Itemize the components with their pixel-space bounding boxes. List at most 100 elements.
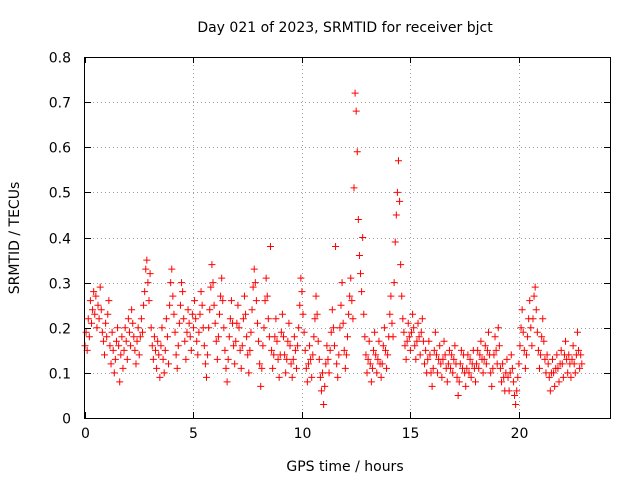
data-point-marker — [538, 333, 546, 341]
data-point-marker — [220, 324, 228, 332]
data-point-marker — [285, 319, 293, 327]
data-point-marker — [264, 315, 272, 323]
x-tick-label: 10 — [294, 426, 312, 442]
data-point-marker — [88, 319, 96, 327]
data-point-marker — [234, 301, 242, 309]
data-point-marker — [214, 333, 222, 341]
data-point-marker — [421, 360, 429, 368]
data-point-marker — [474, 346, 482, 354]
data-point-marker — [347, 274, 355, 282]
data-point-marker — [251, 279, 259, 287]
data-point-marker — [371, 328, 379, 336]
data-point-marker — [107, 360, 115, 368]
data-point-marker — [304, 360, 312, 368]
data-point-marker — [316, 373, 324, 381]
data-point-marker — [411, 342, 419, 350]
data-point-marker — [557, 346, 565, 354]
data-point-marker — [125, 328, 133, 336]
y-axis-label: SRMTID / TECUs — [7, 182, 23, 295]
data-point-marker — [244, 351, 252, 359]
data-point-marker — [327, 328, 335, 336]
data-point-marker — [417, 328, 425, 336]
data-point-marker — [153, 364, 161, 372]
data-point-marker — [237, 364, 245, 372]
data-point-marker — [339, 319, 347, 327]
data-point-marker — [246, 346, 254, 354]
data-point-marker — [310, 333, 318, 341]
data-point-marker — [148, 342, 156, 350]
data-point-marker — [430, 346, 438, 354]
data-point-marker — [138, 328, 146, 336]
data-point-marker — [277, 328, 285, 336]
data-point-marker — [358, 288, 366, 296]
data-point-marker — [256, 360, 264, 368]
data-point-marker — [444, 360, 452, 368]
data-point-marker — [202, 373, 210, 381]
data-point-marker — [336, 324, 344, 332]
data-point-marker — [368, 364, 376, 372]
data-point-marker — [437, 360, 445, 368]
data-point-marker — [291, 346, 299, 354]
data-point-marker — [565, 351, 573, 359]
data-point-marker — [154, 337, 162, 345]
data-point-marker — [464, 351, 472, 359]
x-tick-label: 5 — [189, 426, 198, 442]
data-point-marker — [337, 301, 345, 309]
data-point-marker — [349, 315, 357, 323]
data-point-marker — [219, 297, 227, 305]
data-point-marker — [222, 364, 230, 372]
data-point-marker — [550, 369, 558, 377]
data-point-marker — [340, 346, 348, 354]
data-point-marker — [475, 364, 483, 372]
data-point-marker — [98, 328, 106, 336]
data-point-marker — [106, 342, 114, 350]
data-point-marker — [426, 351, 434, 359]
data-point-marker — [180, 315, 188, 323]
data-point-marker — [302, 364, 310, 372]
data-point-marker — [447, 364, 455, 372]
data-point-marker — [102, 319, 110, 327]
data-point-marker — [412, 355, 420, 363]
data-point-marker — [161, 346, 169, 354]
data-point-marker — [253, 319, 261, 327]
data-point-marker — [252, 297, 260, 305]
data-point-marker — [130, 333, 138, 341]
data-point-marker — [335, 351, 343, 359]
data-point-marker — [387, 292, 395, 300]
data-point-marker — [193, 337, 201, 345]
data-point-marker — [210, 301, 218, 309]
data-point-marker — [90, 288, 98, 296]
data-point-marker — [323, 342, 331, 350]
data-point-marker — [325, 369, 333, 377]
y-tick-label: 0.5 — [49, 186, 71, 202]
data-point-marker — [406, 346, 414, 354]
data-point-marker — [533, 328, 541, 336]
data-point-marker — [179, 288, 187, 296]
data-point-marker — [163, 333, 171, 341]
y-tick-label: 0.7 — [49, 96, 71, 112]
data-point-marker — [573, 328, 581, 336]
data-point-marker — [257, 382, 265, 390]
data-point-marker — [120, 346, 128, 354]
data-point-marker — [185, 319, 193, 327]
data-point-marker — [191, 297, 199, 305]
data-point-marker — [97, 306, 105, 314]
data-point-marker — [462, 382, 470, 390]
data-point-marker — [243, 333, 251, 341]
data-point-marker — [418, 315, 426, 323]
data-point-marker — [208, 261, 216, 269]
data-point-marker — [514, 373, 522, 381]
data-point-marker — [173, 364, 181, 372]
data-point-marker — [295, 324, 303, 332]
data-point-marker — [389, 333, 397, 341]
data-point-marker — [528, 342, 536, 350]
data-point-marker — [513, 387, 521, 395]
data-point-marker — [175, 319, 183, 327]
data-point-marker — [509, 378, 517, 386]
data-point-marker — [117, 351, 125, 359]
data-point-marker — [224, 355, 232, 363]
data-point-marker — [512, 400, 520, 408]
data-point-marker — [544, 360, 552, 368]
data-point-marker — [577, 351, 585, 359]
x-axis-label: GPS time / hours — [286, 459, 403, 475]
